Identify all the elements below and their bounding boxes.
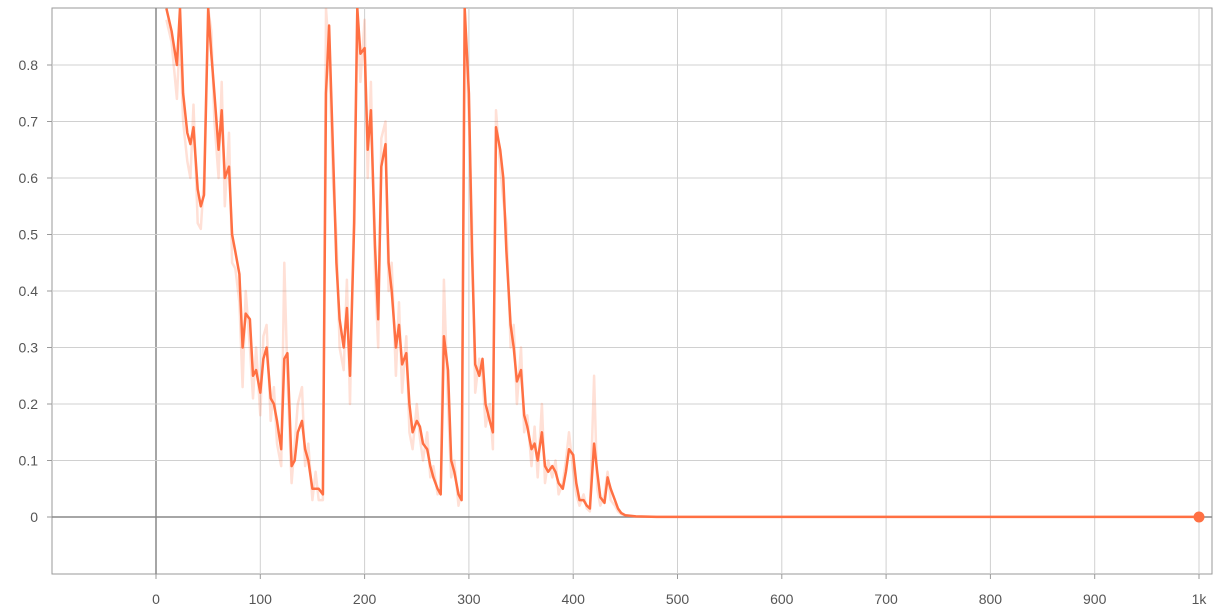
y-tick-label: 0.7 bbox=[19, 114, 39, 130]
x-tick-label: 700 bbox=[874, 591, 898, 607]
x-tick-label: 1k bbox=[1192, 591, 1208, 607]
y-tick-label: 0.8 bbox=[19, 57, 39, 73]
x-tick-label: 500 bbox=[666, 591, 690, 607]
raw-series-layer bbox=[165, 8, 626, 518]
y-tick-label: 0.1 bbox=[19, 453, 39, 469]
y-tick-label: 0.3 bbox=[19, 340, 39, 356]
axis-layer: 0 100 200 300 400 500 600 700 800 900 1k 0 0.1 0.2 0.3… bbox=[19, 57, 1208, 607]
y-tick-label: 0.5 bbox=[19, 227, 39, 243]
x-tick-label: 100 bbox=[249, 591, 273, 607]
smoothed-series-line bbox=[165, 8, 1199, 519]
x-tick-label: 400 bbox=[562, 591, 586, 607]
x-tick-label: 900 bbox=[1083, 591, 1107, 607]
x-tick-label: 0 bbox=[152, 591, 160, 607]
last-point-marker bbox=[1193, 511, 1205, 523]
y-tick-label: 0 bbox=[30, 509, 38, 525]
grid-layer bbox=[51, 7, 1213, 575]
x-tick-label: 200 bbox=[353, 591, 377, 607]
y-tick-label: 0.2 bbox=[19, 396, 39, 412]
x-tick-label: 300 bbox=[457, 591, 481, 607]
smoothed-series-layer bbox=[165, 8, 1205, 523]
y-tick-label: 0.6 bbox=[19, 170, 39, 186]
x-tick-label: 800 bbox=[979, 591, 1003, 607]
raw-series-line bbox=[165, 8, 626, 518]
y-tick-label: 0.4 bbox=[19, 283, 39, 299]
x-tick-label: 600 bbox=[770, 591, 794, 607]
